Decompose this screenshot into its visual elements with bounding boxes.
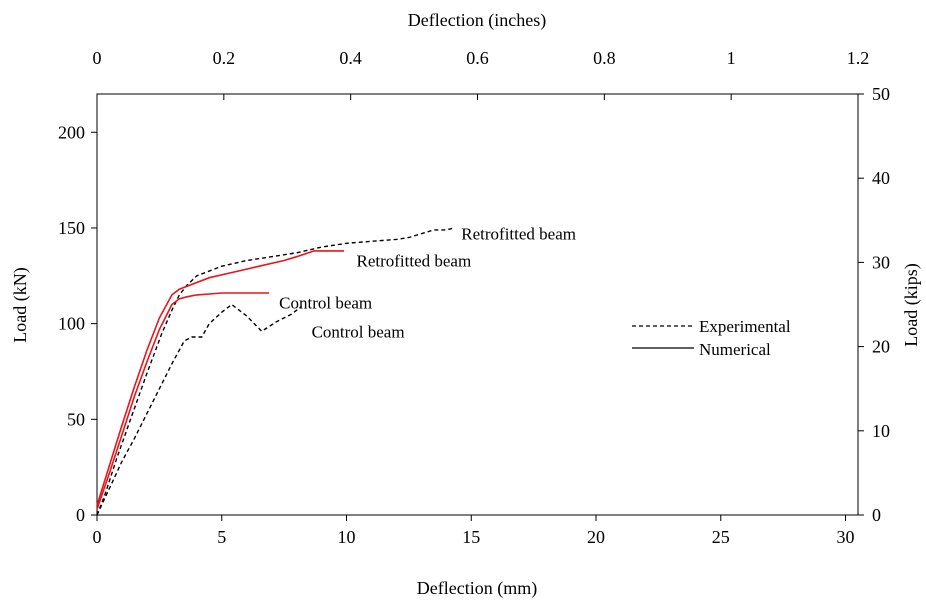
y2-tick-label: 10 — [872, 421, 890, 441]
annotation-label: Retrofitted beam — [461, 225, 576, 244]
x-tick-label: 5 — [217, 527, 226, 547]
annotation-label: Retrofitted beam — [356, 251, 471, 270]
y2-tick-label: 50 — [872, 84, 890, 104]
y-tick-label: 100 — [58, 314, 85, 334]
x-tick-label: 15 — [462, 527, 480, 547]
x2-tick-label: 0.8 — [593, 48, 616, 68]
legend: Experimental Numerical — [632, 317, 791, 359]
series-line-numerical-retrofitted-beam — [96, 250, 344, 506]
x-tick-label: 30 — [837, 527, 855, 547]
series-line-numerical-control-beam — [96, 292, 270, 510]
y-tick-label: 150 — [58, 218, 85, 238]
series-group — [96, 227, 454, 516]
x-tick-label: 20 — [587, 527, 605, 547]
y-tick-label: 50 — [67, 409, 85, 429]
x-tick-label: 0 — [93, 527, 102, 547]
x2-tick-label: 1.2 — [847, 48, 870, 68]
series-line-experimental-control-beam — [96, 303, 303, 516]
y2-tick-label: 0 — [872, 505, 881, 525]
x-tick-label: 25 — [712, 527, 730, 547]
x-axis-title: Deflection (mm) — [417, 578, 537, 599]
legend-experimental-label: Experimental — [699, 317, 791, 336]
x2-axis-title: Deflection (inches) — [408, 10, 546, 31]
x2-tick-label: 1 — [727, 48, 736, 68]
annotation-label: Control beam — [312, 322, 405, 341]
y2-tick-label: 30 — [872, 252, 890, 272]
x2-tick-label: 0.4 — [339, 48, 362, 68]
series-line-experimental-retrofitted-beam — [96, 227, 454, 516]
x-tick-label: 10 — [338, 527, 356, 547]
x2-tick-label: 0.6 — [466, 48, 489, 68]
legend-numerical-label: Numerical — [699, 340, 771, 359]
annotation-group: Retrofitted beam Retrofitted beam Control … — [279, 225, 576, 342]
y2-tick-label: 40 — [872, 168, 890, 188]
y-tick-label: 200 — [58, 122, 85, 142]
y2-axis-title: Load (kips) — [901, 263, 922, 346]
y2-tick-label: 20 — [872, 337, 890, 357]
plot-frame — [96, 93, 859, 516]
x2-tick-label: 0.2 — [213, 48, 236, 68]
y-axis-title: Load (kN) — [10, 267, 31, 342]
x2-tick-label: 0 — [93, 48, 102, 68]
annotation-label: Control beam — [279, 294, 372, 313]
y-tick-label: 0 — [76, 505, 85, 525]
